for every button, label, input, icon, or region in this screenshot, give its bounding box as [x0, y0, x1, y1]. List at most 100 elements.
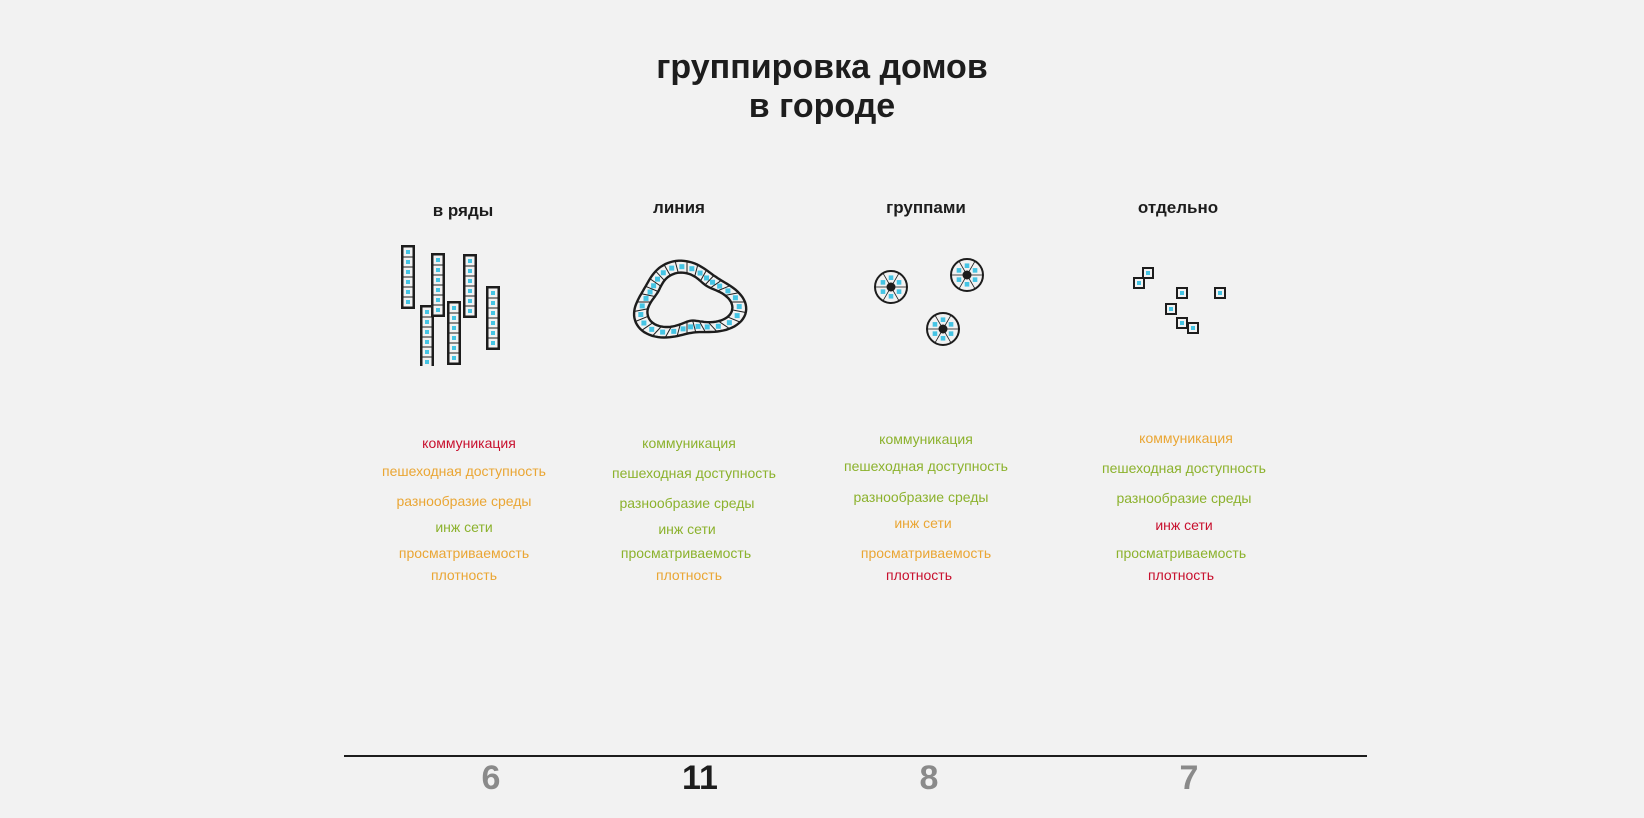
house-dot — [888, 293, 894, 299]
single-house — [1214, 287, 1226, 299]
house-dot — [734, 313, 740, 319]
house-dot — [972, 277, 978, 282]
cell-divider — [655, 270, 665, 281]
criterion-environment-diversity: разнообразие среды — [1116, 490, 1252, 506]
ring-inner-edge — [646, 271, 734, 329]
cell-divider — [707, 321, 718, 332]
house-dot — [948, 331, 954, 336]
house-dot — [956, 277, 962, 282]
criterion-density: плотность — [1147, 567, 1215, 583]
house-dot — [704, 275, 710, 281]
cell-divider — [698, 321, 706, 333]
house-dot — [1218, 291, 1222, 295]
house-dot — [732, 295, 738, 301]
row-strip — [463, 254, 477, 318]
house-dot — [725, 288, 731, 294]
house-dot — [680, 326, 686, 332]
house-dot — [643, 295, 649, 301]
house-cell — [432, 304, 444, 316]
house-cell — [421, 356, 433, 366]
house-dot — [452, 346, 456, 350]
house-dot — [452, 316, 456, 320]
house-dot — [452, 356, 456, 360]
criterion-walkability: пешеходная доступность — [612, 465, 776, 481]
score-baseline — [344, 755, 1367, 757]
criterion-density: плотность — [430, 567, 498, 583]
house-dot — [689, 266, 695, 272]
house-dot — [468, 289, 472, 293]
house-dot — [1180, 321, 1184, 325]
cell-divider — [663, 264, 671, 276]
house-dot — [436, 288, 440, 292]
house-dot — [425, 360, 429, 364]
house-dot — [647, 289, 653, 295]
criterion-walkability: пешеходная доступность — [844, 458, 1008, 474]
column-heading-separate: отдельно — [1137, 198, 1219, 217]
column-heading-line: линия — [653, 198, 705, 217]
single-house — [1142, 267, 1154, 279]
title-line-2: в городе — [748, 87, 896, 125]
criterion-environment-diversity: разнообразие среды — [396, 493, 532, 509]
house-dot — [638, 312, 644, 318]
house-dot — [491, 311, 495, 315]
house-dot — [436, 258, 440, 262]
house-dot — [697, 270, 703, 276]
house-dot — [726, 320, 732, 326]
house-dot — [436, 268, 440, 272]
criterion-communication: коммуникация — [879, 431, 973, 447]
house-dot — [1146, 271, 1150, 275]
single-house — [1187, 322, 1199, 334]
house-dot — [660, 329, 666, 335]
house-dot — [491, 291, 495, 295]
cell-divider — [694, 264, 699, 277]
house-dot — [452, 336, 456, 340]
house-dot — [436, 278, 440, 282]
criterion-visibility: просматриваемость — [1115, 545, 1247, 561]
score-line: 11 — [682, 759, 718, 797]
cell-divider — [641, 293, 656, 297]
column-heading-rows: в ряды — [432, 201, 494, 220]
house-dot — [1137, 281, 1141, 285]
single-house — [1176, 317, 1188, 329]
cluster-center — [938, 324, 948, 334]
house-cluster — [874, 270, 908, 304]
cell-divider — [641, 322, 654, 331]
cell-divider — [634, 308, 648, 312]
house-dot — [491, 321, 495, 325]
house-outline — [1142, 267, 1154, 279]
house-dot — [491, 341, 495, 345]
cell-divider — [704, 275, 715, 286]
criterion-utility-networks: инж сети — [894, 515, 952, 531]
house-outline — [1165, 303, 1177, 315]
row-strip — [447, 301, 461, 365]
house-dot — [406, 250, 410, 254]
separate-icon — [1133, 267, 1226, 334]
house-outline — [1187, 322, 1199, 334]
house-dot — [715, 323, 721, 329]
house-dot — [940, 335, 946, 341]
house-dot — [406, 260, 410, 264]
house-dot — [679, 264, 685, 270]
criterion-environment-diversity: разнообразие среды — [853, 489, 989, 505]
house-cluster — [950, 258, 984, 292]
house-cell — [464, 305, 476, 317]
row-strip — [401, 245, 415, 309]
house-dot — [436, 308, 440, 312]
criterion-walkability: пешеходная доступность — [382, 463, 546, 479]
groups-icon — [874, 258, 984, 346]
cell-divider — [692, 320, 697, 333]
house-dot — [964, 263, 970, 269]
house-dot — [406, 270, 410, 274]
criterion-visibility: просматриваемость — [620, 545, 752, 561]
house-dot — [425, 310, 429, 314]
cell-divider — [649, 278, 662, 287]
house-dot — [710, 279, 716, 285]
house-dot — [491, 331, 495, 335]
house-dot — [468, 299, 472, 303]
house-dot — [468, 259, 472, 263]
house-dot — [1169, 307, 1173, 311]
house-dot — [671, 328, 677, 334]
single-house — [1165, 303, 1177, 315]
house-dot — [468, 269, 472, 273]
cell-divider — [699, 269, 707, 282]
